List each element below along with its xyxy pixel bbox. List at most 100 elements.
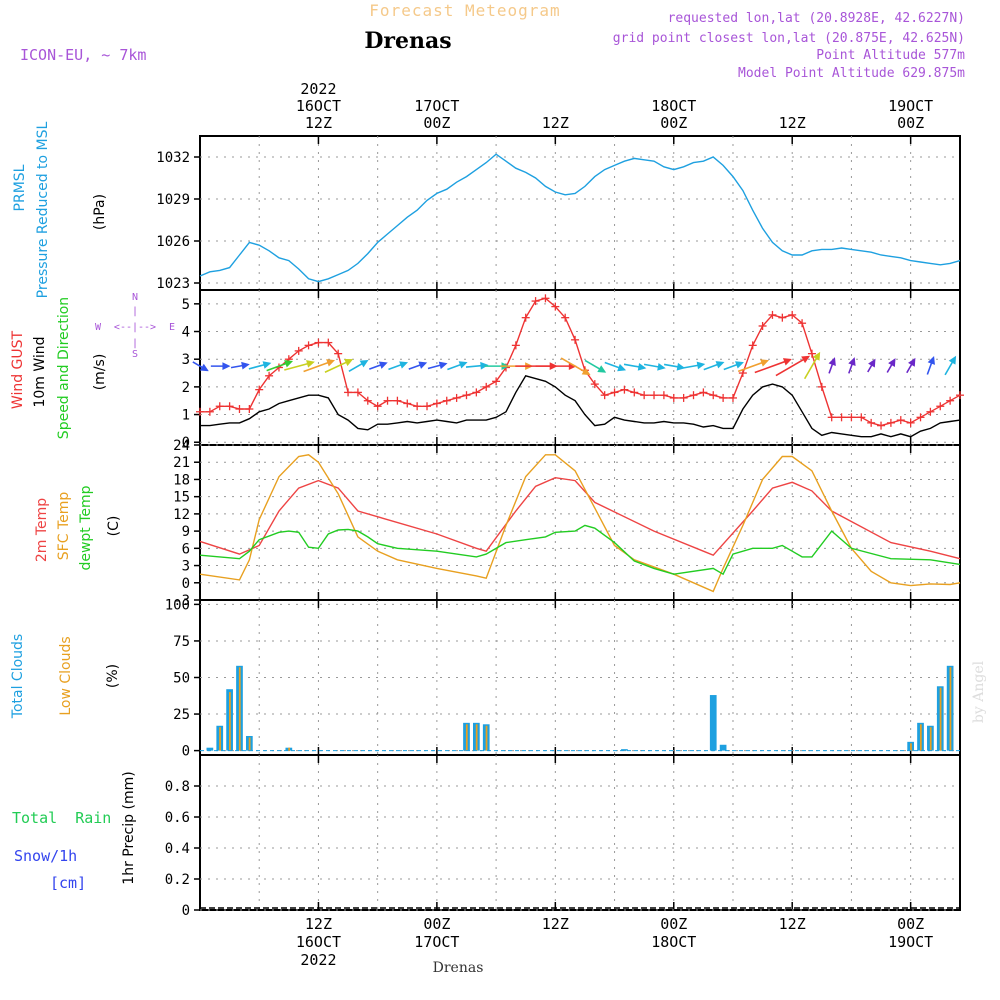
wind-gust-line-marker [719,393,728,402]
temperature-ytick-label: 24 [173,438,190,454]
low-clouds-bar [949,667,952,751]
wind-gust-line-marker [600,391,609,400]
wind-gust-line-marker [926,407,935,416]
low-clouds-bar [475,724,478,751]
low-clouds-bar [248,737,251,751]
low-clouds-bar [465,724,468,751]
wind-direction-arrow [828,357,836,374]
precip-ytick-label: 0.6 [165,810,190,826]
wind-gust-line-marker [196,407,204,416]
temp-2m-line [199,476,961,560]
wind-gust-line-marker [304,341,313,350]
location-title: Drenas [364,28,451,54]
wind-gust-line-marker [541,294,550,303]
wind-direction-arrow [408,361,428,370]
plot-layer: 1023102610291032012345-30369121518212402… [156,80,964,969]
bottom-time-label: 19OCT [888,933,933,951]
bottom-time-label: 18OCT [651,933,696,951]
compass-east: E [169,322,175,333]
bottom-time-label: 16OCT [296,933,341,951]
temp-sfc-label: SFC Temp [56,492,72,561]
top-time-label: 00Z [897,114,924,132]
wind-gust-line-marker [571,335,580,344]
top-time-label: 12Z [779,114,806,132]
footer-location: Drenas [433,960,484,976]
wind-direction-arrow [560,357,591,376]
top-time-label: 2022 [300,80,336,98]
bottom-time-label: 2022 [300,951,336,969]
wind-gust-line-marker [235,405,244,414]
wind-gust-line-marker [334,349,343,358]
wind-direction-arrow [663,362,686,371]
temperature-ytick-label: 12 [173,507,190,523]
wind-gust-line-marker [265,371,274,380]
wind-gust-label: Wind GUST [10,330,26,409]
temperature-ytick-label: 3 [182,559,190,575]
total-clouds-label: Total Clouds [10,634,26,719]
wind-gust-line-marker [886,418,895,427]
wind-direction-arrow [535,362,577,371]
clouds-unit: (%) [105,664,121,688]
pressure-ytick-label: 1026 [156,234,190,250]
low-clouds-bar [229,692,231,751]
wind-gust-line-marker [314,338,323,347]
wind-gust-line-marker [798,319,807,328]
low-clouds-bar [910,743,912,751]
wind-direction-arrow [465,361,489,370]
temp-dewpt-label: dewpt Temp [78,485,94,570]
temp-2m-label: 2m Temp [34,498,50,562]
wind-direction-arrow [348,359,369,373]
wind-gust-line-marker [817,382,826,391]
wind-gust-line-marker [225,402,234,411]
wind-gust-line-marker [383,396,392,405]
temperature-ytick-label: 0 [182,576,190,592]
wind-direction-arrow [906,357,916,374]
wind-gust-line-marker [650,391,659,400]
bottom-time-label: 00Z [423,915,450,933]
temp-dewpt-line [199,524,961,576]
wind-direction-arrow [248,361,272,370]
total-clouds-bar [206,747,214,751]
wind-gust-line-marker [324,338,333,347]
clouds-ytick-label: 100 [165,597,190,613]
wind-gust-line-marker [511,341,520,350]
wind-gust-line-marker [709,391,718,400]
top-time-label: 00Z [423,114,450,132]
clouds-ytick-label: 0 [182,744,190,760]
wind-gust-line-marker [205,407,214,416]
wind-direction-arrow [944,355,957,376]
wind-gust-line-marker [413,402,422,411]
precip-ytick-label: 0.2 [165,872,190,888]
wind-gust-line-marker [837,413,846,422]
wind-gust-line-marker [462,391,471,400]
wind-gust-line-marker [442,396,451,405]
wind-compass: N S W E <--|--> | | [95,292,175,360]
wind-gust-line-marker [679,393,688,402]
wind-gust-line-marker [946,396,955,405]
pressure-panel-frame [199,135,961,291]
clouds-ytick-label: 25 [173,707,190,723]
total-clouds-bar [719,744,727,751]
wind-gust-line-marker [590,380,599,389]
wind-gust-line-marker [610,388,619,397]
wind-direction-arrow [926,356,935,375]
bottom-time-label: 12Z [542,915,569,933]
top-time-label: 17OCT [414,97,459,115]
wind-gust-line-marker [768,310,777,319]
wind-direction-arrow [867,358,876,373]
wind-direction-arrow [604,361,627,372]
pressure-ytick-label: 1032 [156,150,190,166]
wind-gust-line-marker [551,302,560,311]
requested-coords: requested lon,lat (20.8928E, 42.6227N) [668,11,965,26]
wind-direction-arrow [303,359,336,373]
wind-direction-arrow [388,361,409,371]
temperature-ytick-label: 9 [182,524,190,540]
snow-unit: [cm] [50,874,86,892]
wind-gust-line-marker [294,346,303,355]
wind-direction-arrow [369,361,388,370]
grid-point-coords: grid point closest lon,lat (20.875E, 42.… [613,31,965,46]
wind-gust-line-marker [778,313,787,322]
wind-gust-line-marker [423,402,432,411]
low-clouds-bar [929,727,932,751]
